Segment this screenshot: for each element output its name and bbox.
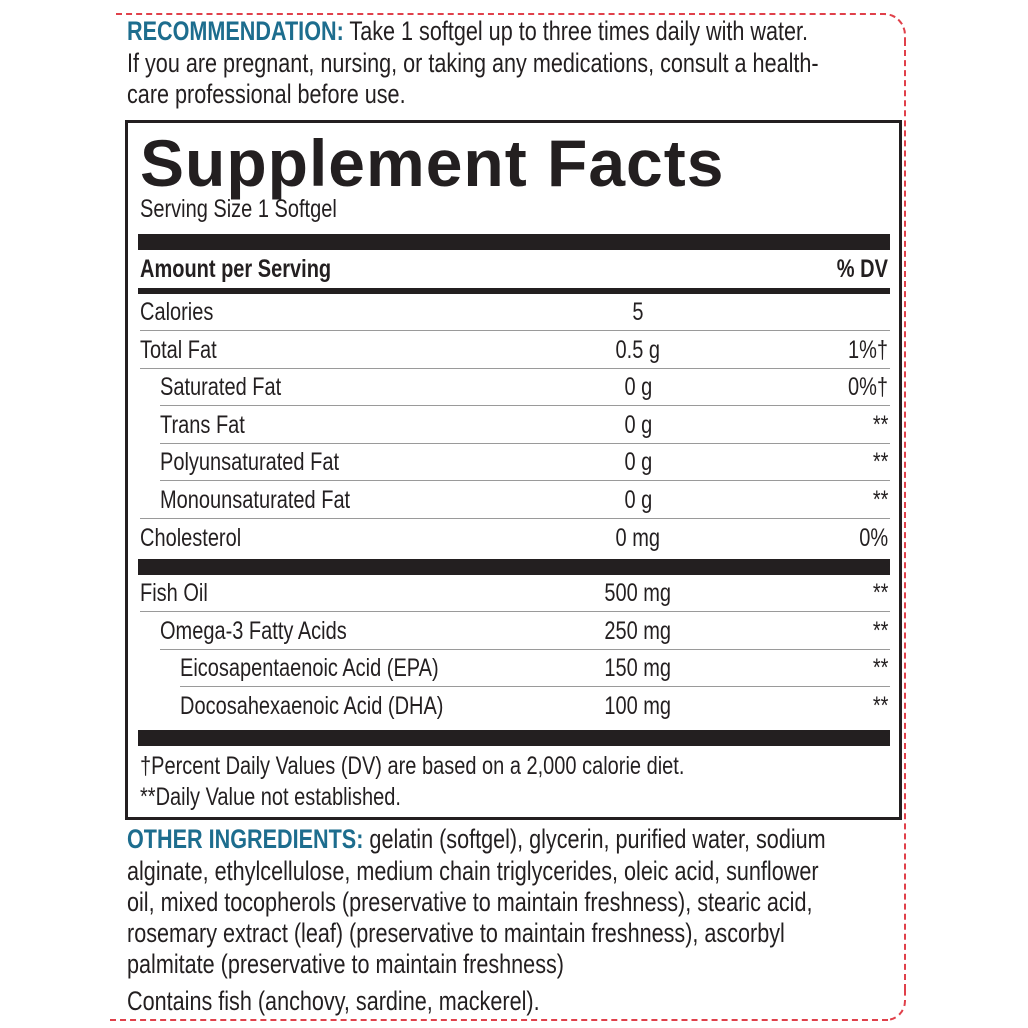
nutrient-dv: ** bbox=[872, 579, 888, 607]
other-ingredients: OTHER INGREDIENTS: gelatin (softgel), gl… bbox=[127, 824, 826, 854]
nutrient-dv: 1%† bbox=[847, 335, 888, 364]
nutrient-dv: ** bbox=[872, 691, 888, 720]
nutrient-row: Total Fat 0.5 g 1%† bbox=[138, 332, 890, 369]
nutrient-amount: 0 mg bbox=[615, 523, 661, 552]
dashed-border-corner bbox=[884, 990, 906, 1021]
thick-divider bbox=[138, 559, 890, 575]
nutrient-name: Cholesterol bbox=[140, 523, 242, 552]
supplement-facts-panel: Supplement Facts Serving Size 1 Softgel … bbox=[125, 120, 902, 820]
nutrient-name: Monounsaturated Fat bbox=[160, 486, 351, 514]
medium-divider bbox=[138, 288, 890, 294]
dashed-border-bottom bbox=[110, 1019, 888, 1021]
row-divider bbox=[160, 648, 890, 650]
recommendation-line: If you are pregnant, nursing, or taking … bbox=[127, 48, 819, 78]
nutrient-name: Calories bbox=[140, 298, 214, 326]
nutrient-amount: 250 mg bbox=[604, 616, 672, 645]
row-divider bbox=[140, 367, 890, 369]
nutrient-row: Docosahexaenoic Acid (DHA) 100 mg ** bbox=[138, 688, 890, 725]
nutrient-row: Trans Fat 0 g ** bbox=[138, 407, 890, 444]
nutrient-amount: 0.5 g bbox=[615, 335, 661, 364]
nutrient-amount: 150 mg bbox=[604, 654, 672, 683]
row-divider bbox=[160, 405, 890, 407]
dashed-border-right bbox=[904, 40, 906, 990]
nutrient-amount: 0 g bbox=[624, 373, 652, 402]
nutrient-dv: ** bbox=[872, 448, 888, 477]
row-divider bbox=[180, 686, 890, 688]
nutrient-name: Polyunsaturated Fat bbox=[160, 448, 339, 477]
nutrient-amount: 100 mg bbox=[604, 691, 672, 720]
footnote-not-established: **Daily Value not established. bbox=[140, 783, 401, 811]
panel-title: Supplement Facts bbox=[140, 126, 725, 200]
nutrient-row: Omega-3 Fatty Acids 250 mg ** bbox=[138, 613, 890, 650]
nutrient-amount: 5 bbox=[632, 298, 644, 326]
row-divider bbox=[140, 518, 890, 519]
header-dv: % DV bbox=[836, 255, 888, 283]
nutrient-dv: ** bbox=[872, 616, 888, 645]
nutrient-name: Total Fat bbox=[140, 335, 217, 364]
recommendation-label: RECOMMENDATION: bbox=[127, 16, 344, 46]
nutrient-row: Calories 5 bbox=[138, 294, 890, 331]
nutrient-dv: ** bbox=[872, 410, 888, 439]
row-divider bbox=[160, 480, 890, 482]
ingredients-line: palmitate (preservative to maintain fres… bbox=[127, 949, 564, 979]
other-ingredients-label: OTHER INGREDIENTS: bbox=[127, 824, 364, 854]
nutrient-row: Eicosapentaenoic Acid (EPA) 150 mg ** bbox=[138, 650, 890, 688]
row-divider bbox=[160, 442, 890, 444]
nutrient-dv: 0% bbox=[859, 523, 888, 552]
nutrient-dv: 0%† bbox=[847, 373, 888, 402]
thick-divider bbox=[138, 730, 890, 746]
nutrient-dv: ** bbox=[872, 654, 888, 683]
ingredients-line: alginate, ethylcellulose, medium chain t… bbox=[127, 856, 819, 886]
nutrient-name: Trans Fat bbox=[160, 410, 245, 439]
allergen-statement: Contains fish (anchovy, sardine, mackere… bbox=[127, 986, 540, 1016]
nutrient-dv: ** bbox=[872, 486, 888, 514]
row-divider bbox=[140, 611, 890, 612]
nutrient-name: Fish Oil bbox=[140, 579, 208, 607]
recommendation: RECOMMENDATION: Take 1 softgel up to thr… bbox=[127, 16, 809, 46]
nutrient-amount: 0 g bbox=[624, 486, 652, 514]
row-divider bbox=[140, 330, 890, 331]
dashed-border-corner bbox=[880, 13, 906, 43]
nutrient-name: Omega-3 Fatty Acids bbox=[160, 616, 347, 645]
thick-divider bbox=[138, 234, 890, 250]
nutrient-name: Saturated Fat bbox=[160, 373, 282, 402]
nutrient-amount: 0 g bbox=[624, 448, 652, 477]
nutrient-amount: 500 mg bbox=[604, 579, 672, 607]
nutrient-amount: 0 g bbox=[624, 410, 652, 439]
nutrient-row: Saturated Fat 0 g 0%† bbox=[138, 369, 890, 407]
nutrient-row: Polyunsaturated Fat 0 g ** bbox=[138, 444, 890, 482]
footnote-dv: †Percent Daily Values (DV) are based on … bbox=[140, 752, 685, 780]
nutrient-row: Monounsaturated Fat 0 g ** bbox=[138, 482, 890, 519]
nutrient-row: Cholesterol 0 mg 0% bbox=[138, 520, 890, 557]
ingredients-line: rosemary extract (leaf) (preservative to… bbox=[127, 918, 785, 948]
header-amount: Amount per Serving bbox=[140, 255, 332, 283]
dashed-border-top bbox=[116, 13, 886, 15]
ingredients-line: oil, mixed tocopherols (preservative to … bbox=[127, 887, 813, 917]
recommendation-line: care professional before use. bbox=[127, 79, 406, 109]
nutrient-name: Docosahexaenoic Acid (DHA) bbox=[180, 691, 444, 720]
nutrient-row: Fish Oil 500 mg ** bbox=[138, 575, 890, 612]
serving-size: Serving Size 1 Softgel bbox=[140, 195, 337, 223]
nutrient-name: Eicosapentaenoic Acid (EPA) bbox=[180, 654, 439, 683]
